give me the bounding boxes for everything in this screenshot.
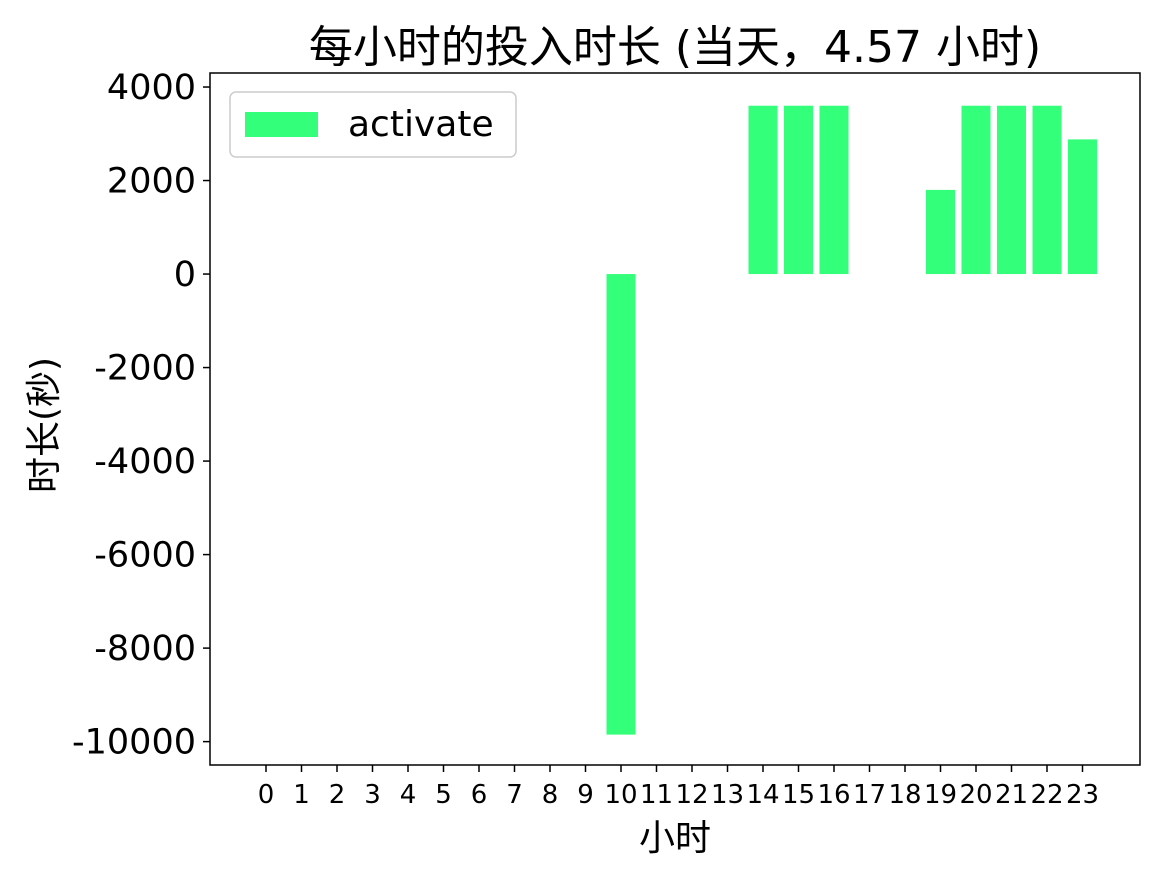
x-tick-label: 17 xyxy=(853,780,886,810)
x-axis-label: 小时 xyxy=(639,818,711,859)
legend-frame xyxy=(229,91,517,158)
x-tick-label: 0 xyxy=(258,780,275,810)
x-tick-label: 11 xyxy=(640,780,673,810)
bar-21 xyxy=(997,105,1026,275)
y-tick-label: 4000 xyxy=(107,68,196,108)
x-tick-label: 4 xyxy=(400,780,417,810)
x-tick-label: 20 xyxy=(959,780,992,810)
x-tick-label: 19 xyxy=(924,780,957,810)
x-tick-label: 9 xyxy=(577,780,594,810)
x-tick-label: 21 xyxy=(995,780,1028,810)
x-tick-label: 5 xyxy=(435,780,452,810)
x-tick-label: 22 xyxy=(1030,780,1063,810)
x-tick-label: 14 xyxy=(746,780,779,810)
y-tick-label: -8000 xyxy=(94,629,196,669)
y-tick-label: -4000 xyxy=(94,442,196,482)
y-tick-label: -10000 xyxy=(72,723,196,763)
y-axis-label: 时长(秒) xyxy=(24,357,65,493)
x-tick-label: 16 xyxy=(817,780,850,810)
x-tick-label: 13 xyxy=(711,780,744,810)
x-tick-label: 3 xyxy=(364,780,381,810)
legend: activate xyxy=(229,91,517,158)
y-axis: 4000 2000 0 -2000 -4000 -6000 -8000 -10000 xyxy=(72,68,210,763)
x-tick-label: 18 xyxy=(888,780,921,810)
x-axis: 0 1 2 3 4 5 6 7 8 9 10 11 12 13 14 15 16 17 18 19 20 21 22 23 xyxy=(258,765,1099,810)
x-tick-label: 12 xyxy=(675,780,708,810)
bars-group xyxy=(606,105,1097,735)
bar-10 xyxy=(606,274,636,735)
x-tick-label: 6 xyxy=(471,780,488,810)
bar-19 xyxy=(926,189,955,275)
y-tick-label: -6000 xyxy=(94,536,196,576)
plot-frame xyxy=(209,72,1141,766)
x-tick-label: 7 xyxy=(506,780,523,810)
y-tick-label: -2000 xyxy=(94,349,196,389)
x-tick-label: 10 xyxy=(604,780,637,810)
legend-swatch xyxy=(245,112,318,137)
bar-22 xyxy=(1032,105,1062,275)
bar-23 xyxy=(1068,139,1097,275)
x-tick-label: 15 xyxy=(782,780,815,810)
y-tick-label: 0 xyxy=(174,255,196,295)
chart-title: 每小时的投入时长 (当天，4.57 小时) xyxy=(309,22,1041,73)
bar-14 xyxy=(748,105,778,275)
x-tick-label: 2 xyxy=(329,780,346,810)
legend-label: activate xyxy=(348,104,494,145)
bar-16 xyxy=(819,105,849,275)
x-tick-label: 1 xyxy=(293,780,310,810)
x-tick-label: 23 xyxy=(1066,780,1099,810)
bar-20 xyxy=(961,105,991,275)
y-tick-label: 2000 xyxy=(107,162,196,202)
bar-15 xyxy=(784,105,813,275)
x-tick-label: 8 xyxy=(542,780,559,810)
